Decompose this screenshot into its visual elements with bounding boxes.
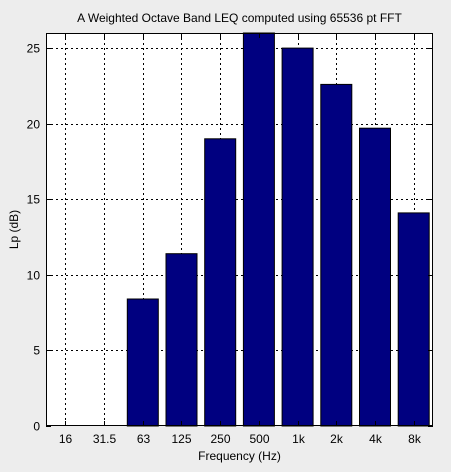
bar-250 xyxy=(204,138,237,427)
bar-2k xyxy=(320,83,353,427)
y-tick-label: 5 xyxy=(33,344,40,358)
y-tick-label: 20 xyxy=(27,118,41,132)
y-tick-label: 25 xyxy=(27,42,41,56)
x-tick-label: 125 xyxy=(171,432,191,446)
x-tick-label: 4k xyxy=(369,432,383,446)
bars xyxy=(126,32,430,427)
y-tick-label: 10 xyxy=(27,269,41,283)
y-tick-label: 0 xyxy=(33,420,40,434)
x-tick-label: 1k xyxy=(292,432,306,446)
x-tick-label: 16 xyxy=(59,432,73,446)
bar-4k xyxy=(359,127,391,427)
bar-63 xyxy=(126,298,159,427)
x-tick-label: 8k xyxy=(408,432,422,446)
bar-125 xyxy=(165,253,198,427)
bar-1k xyxy=(281,47,314,427)
chart-title: A Weighted Octave Band LEQ computed usin… xyxy=(77,11,402,25)
x-axis-label: Frequency (Hz) xyxy=(198,449,281,463)
x-tick-label: 500 xyxy=(249,432,269,446)
plot-frame xyxy=(46,33,433,426)
axis-ticks: 0 5 10 15 20 25 16 31.5 63 125 250 500 1k 2k 4k 8k xyxy=(27,33,433,446)
x-tick-label: 2k xyxy=(330,432,344,446)
bar-500 xyxy=(242,32,275,427)
y-axis-label: Lp (dB) xyxy=(7,210,21,249)
x-tick-label: 63 xyxy=(137,432,151,446)
bar-8k xyxy=(397,212,430,427)
x-tick-label: 250 xyxy=(210,432,230,446)
y-tick-label: 15 xyxy=(27,193,41,207)
x-tick-label: 31.5 xyxy=(93,432,117,446)
